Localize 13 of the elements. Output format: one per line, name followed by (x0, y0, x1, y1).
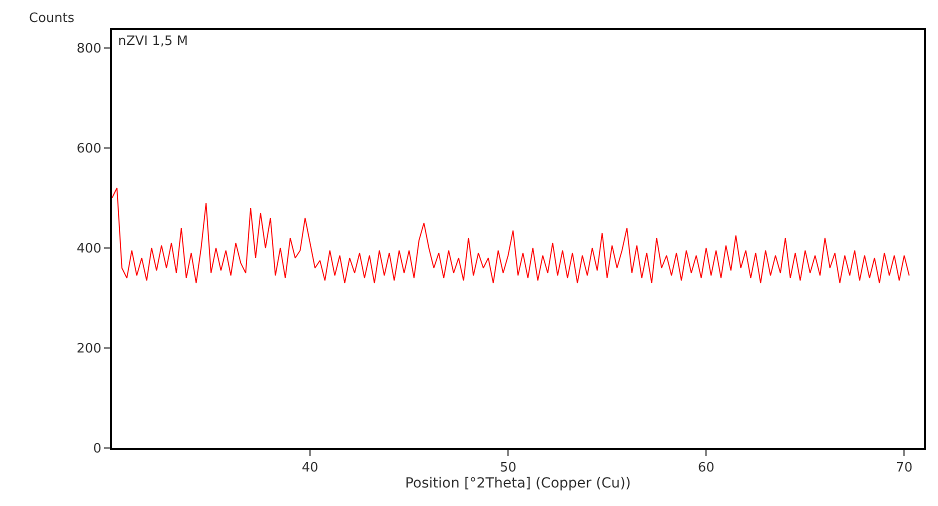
x-tick-label: 50 (500, 460, 516, 476)
y-tick-label: 200 (76, 342, 102, 357)
annotation: nZVI 1,5 M (118, 34, 188, 49)
x-axis-title: Position [°2Theta] (Copper (Cu)) (405, 476, 631, 492)
line-series (112, 188, 910, 284)
y-tick-label: 800 (76, 42, 102, 57)
x-tick-label: 40 (302, 460, 318, 476)
x-tick-label: 70 (896, 460, 912, 476)
y-tick-label: 0 (93, 442, 102, 457)
y-tick-label: 600 (76, 142, 102, 157)
y-axis-title: Counts (29, 11, 75, 26)
x-tick-label: 60 (698, 460, 714, 476)
y-tick-label: 400 (76, 242, 102, 257)
